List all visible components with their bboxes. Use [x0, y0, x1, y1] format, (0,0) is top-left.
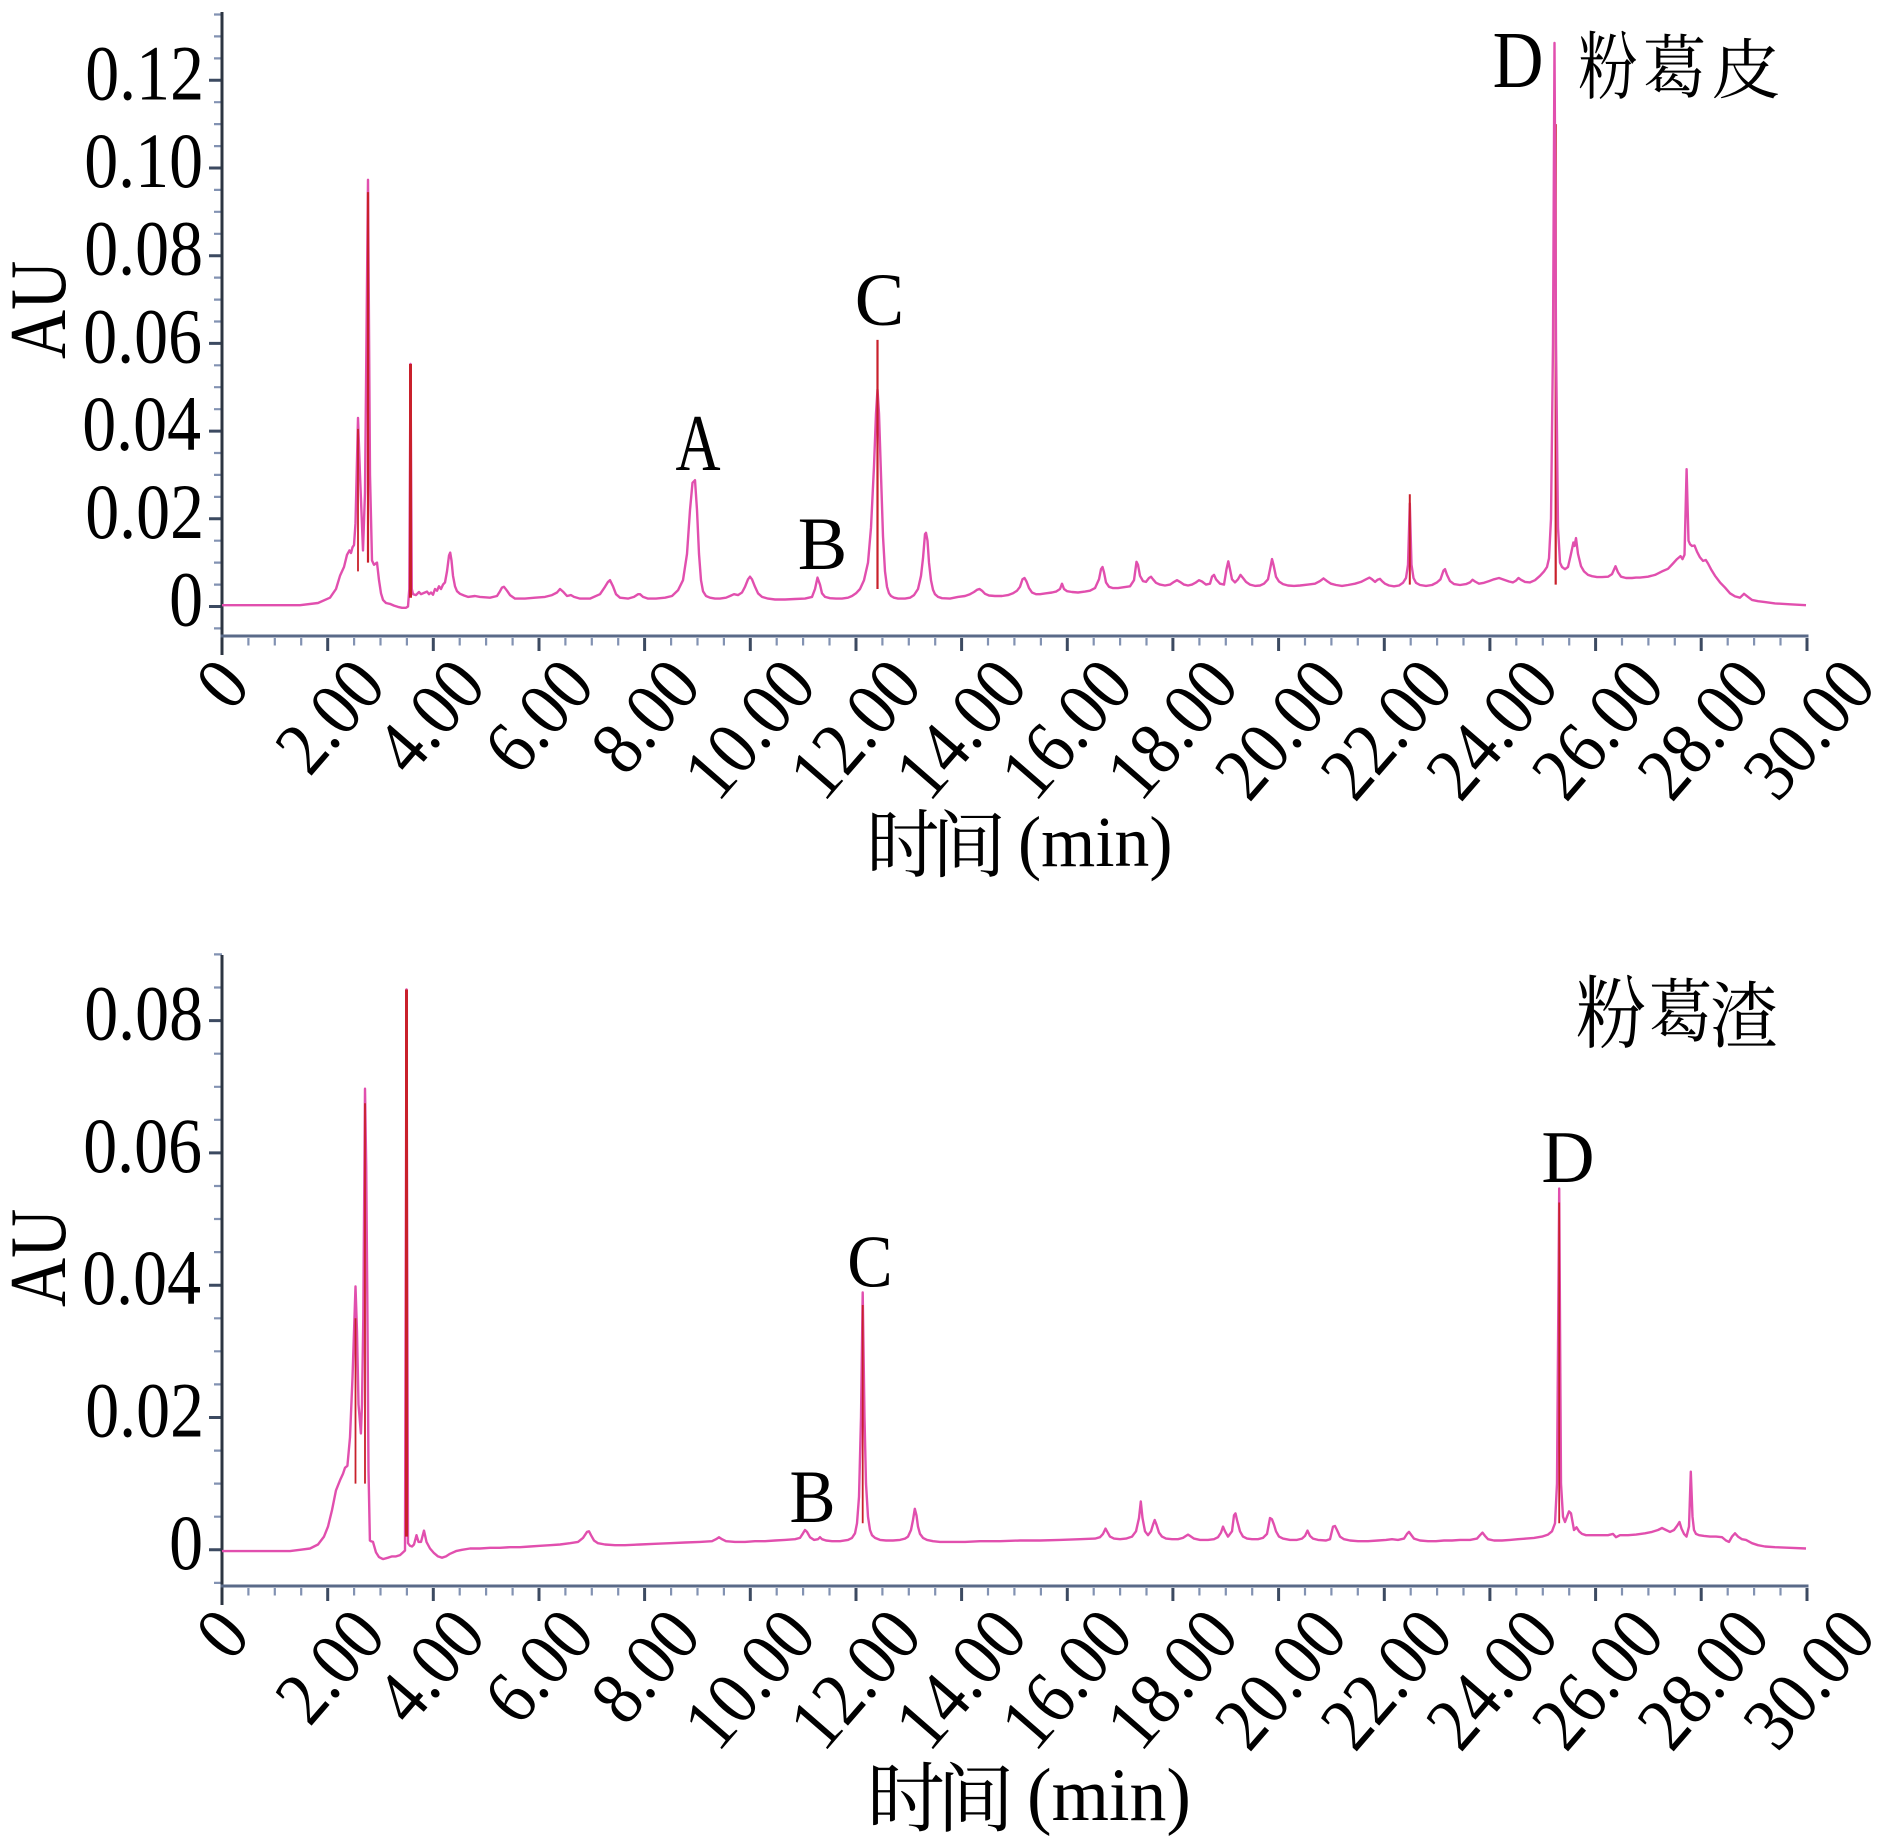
svg-text:A: A — [675, 399, 720, 488]
svg-text:D: D — [1493, 17, 1544, 105]
svg-text:0.02: 0.02 — [85, 1367, 204, 1453]
svg-text:0.08: 0.08 — [84, 205, 203, 291]
svg-text:0: 0 — [169, 556, 203, 642]
svg-text:0.06: 0.06 — [83, 1103, 202, 1189]
svg-text:D: D — [1541, 1116, 1594, 1198]
svg-text:C: C — [847, 1222, 892, 1303]
svg-text:0.02: 0.02 — [85, 468, 204, 554]
svg-text:C: C — [855, 260, 905, 342]
svg-text:AU: AU — [0, 261, 83, 359]
svg-text:0.04: 0.04 — [82, 381, 201, 467]
svg-text:0.04: 0.04 — [82, 1235, 201, 1321]
svg-text:B: B — [789, 1455, 835, 1538]
svg-text:AU: AU — [0, 1209, 83, 1307]
svg-text:B: B — [798, 504, 848, 586]
svg-text:(min): (min) — [1018, 803, 1172, 882]
svg-text:0: 0 — [169, 1499, 203, 1585]
svg-text:0.10: 0.10 — [84, 118, 203, 204]
svg-text:(min): (min) — [1027, 1754, 1191, 1837]
svg-text:0.12: 0.12 — [85, 30, 204, 116]
svg-text:0.08: 0.08 — [84, 970, 203, 1056]
svg-text:0.06: 0.06 — [83, 293, 202, 379]
